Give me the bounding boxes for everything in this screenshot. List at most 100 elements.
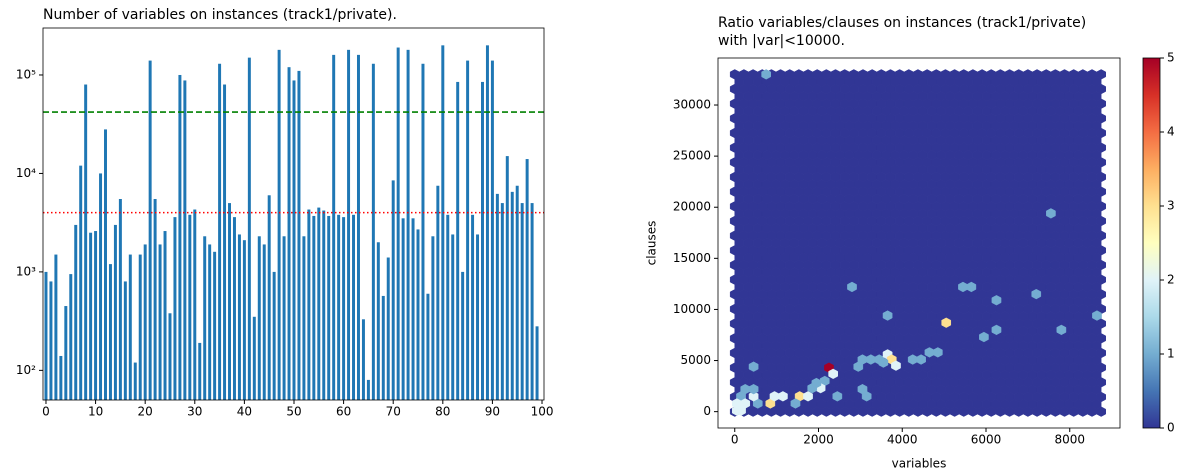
empty-hex (945, 237, 955, 249)
empty-hex (917, 223, 928, 234)
empty-hex (1045, 120, 1056, 131)
empty-hex (936, 223, 946, 234)
empty-hex (761, 179, 772, 190)
empty-hex (1027, 193, 1038, 205)
empty-hex (945, 399, 955, 410)
hex-cell (866, 354, 876, 365)
empty-hex (1091, 193, 1102, 205)
empty-hex (1064, 164, 1074, 175)
empty-hex (963, 340, 974, 351)
empty-hex (890, 237, 900, 249)
empty-hex (1045, 355, 1056, 366)
empty-hex (816, 355, 827, 366)
empty-hex (835, 237, 845, 249)
empty-hex (1036, 340, 1047, 351)
empty-hex (1009, 76, 1019, 87)
colorbar-tick-label: 2 (1167, 273, 1175, 287)
empty-hex (798, 340, 809, 351)
empty-hex (1036, 369, 1047, 381)
empty-hex (1036, 252, 1047, 263)
empty-hex (1045, 237, 1056, 249)
hex-cell (924, 347, 935, 358)
empty-hex (1064, 267, 1074, 278)
bar (84, 84, 88, 401)
empty-hex (963, 105, 974, 117)
empty-hex (752, 179, 763, 190)
empty-hex (1000, 355, 1010, 366)
empty-hex (826, 267, 836, 278)
empty-hex (1091, 399, 1102, 410)
empty-hex (972, 135, 983, 146)
empty-hex (807, 340, 818, 351)
empty-hex (844, 399, 855, 410)
empty-hex (981, 223, 992, 234)
empty-hex (963, 120, 974, 131)
empty-hex (761, 267, 772, 278)
empty-hex (734, 311, 745, 322)
empty-hex (798, 296, 809, 307)
bar (347, 49, 351, 401)
bar (118, 199, 122, 400)
y-tick-label: 10² (16, 363, 36, 377)
empty-hex (908, 164, 919, 175)
empty-hex (844, 369, 855, 381)
empty-hex (1082, 193, 1093, 205)
empty-hex (1064, 193, 1074, 205)
empty-hex (734, 135, 745, 146)
empty-hex (862, 237, 873, 249)
empty-hex (1027, 267, 1038, 278)
empty-hex (1045, 223, 1056, 234)
empty-hex (771, 325, 781, 337)
hex-cell (979, 331, 989, 343)
empty-hex (1018, 252, 1029, 263)
empty-hex (780, 179, 790, 190)
empty-hex (954, 135, 964, 146)
empty-hex (936, 237, 946, 249)
empty-hex (1018, 399, 1029, 410)
empty-hex (1091, 105, 1102, 117)
empty-hex (1055, 76, 1065, 87)
empty-hex (963, 149, 974, 161)
empty-hex (1009, 135, 1019, 146)
empty-hex (761, 340, 772, 351)
empty-hex (871, 91, 882, 102)
empty-hex (908, 267, 919, 278)
bar (515, 185, 519, 400)
empty-hex (963, 252, 974, 263)
empty-hex (761, 120, 772, 131)
empty-hex (908, 399, 919, 410)
empty-hex (1055, 120, 1065, 131)
empty-hex (1055, 252, 1065, 263)
x-tick-label: 40 (237, 405, 252, 419)
empty-hex (789, 105, 800, 117)
empty-hex (798, 76, 809, 87)
empty-hex (862, 267, 873, 278)
empty-hex (1055, 149, 1065, 161)
empty-hex (807, 120, 818, 131)
empty-hex (1064, 384, 1074, 395)
bar (228, 203, 231, 400)
empty-hex (954, 384, 964, 395)
bar (104, 129, 107, 400)
bar (163, 231, 167, 400)
bar (123, 281, 127, 400)
empty-hex (835, 208, 845, 219)
empty-hex (954, 91, 964, 102)
empty-hex (963, 179, 974, 190)
bar (193, 209, 197, 400)
empty-hex (798, 369, 809, 381)
empty-hex (908, 237, 919, 249)
empty-hex (1000, 208, 1010, 219)
y-tick-label: 5000 (680, 353, 711, 367)
empty-hex (972, 193, 983, 205)
empty-hex (1027, 135, 1038, 146)
bar (376, 242, 380, 400)
empty-hex (1055, 193, 1065, 205)
empty-hex (1027, 208, 1038, 219)
empty-hex (990, 311, 1001, 322)
empty-hex (1000, 223, 1010, 234)
empty-hex (890, 179, 900, 190)
bar (138, 254, 142, 400)
empty-hex (1073, 237, 1084, 249)
